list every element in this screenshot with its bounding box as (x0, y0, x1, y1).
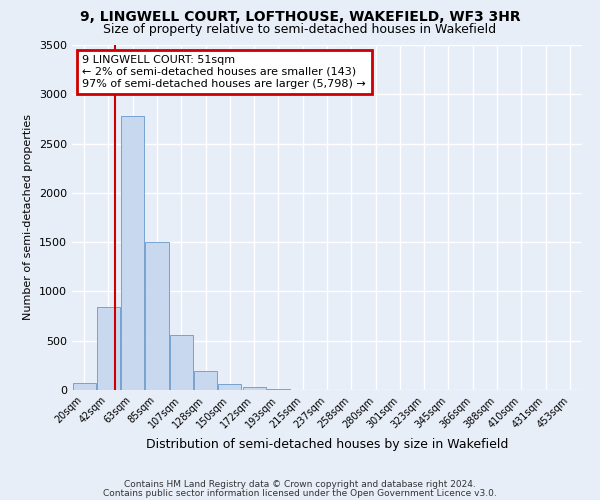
Bar (97, 307, 120, 390)
Bar (73, 383, 95, 390)
Bar (121, 116, 144, 390)
Text: Contains public sector information licensed under the Open Government Licence v3: Contains public sector information licen… (103, 488, 497, 498)
Bar (145, 242, 169, 390)
Bar (242, 387, 266, 390)
Text: 9 LINGWELL COURT: 51sqm
← 2% of semi-detached houses are smaller (143)
97% of se: 9 LINGWELL COURT: 51sqm ← 2% of semi-det… (82, 56, 366, 88)
Text: 9, LINGWELL COURT, LOFTHOUSE, WAKEFIELD, WF3 3HR: 9, LINGWELL COURT, LOFTHOUSE, WAKEFIELD,… (80, 10, 520, 24)
Bar (170, 335, 193, 390)
X-axis label: Distribution of semi-detached houses by size in Wakefield: Distribution of semi-detached houses by … (146, 438, 508, 451)
Text: Contains HM Land Registry data © Crown copyright and database right 2024.: Contains HM Land Registry data © Crown c… (124, 480, 476, 489)
Bar (267, 389, 290, 390)
Bar (194, 372, 217, 390)
Bar (218, 384, 241, 390)
Y-axis label: Number of semi-detached properties: Number of semi-detached properties (23, 114, 34, 320)
Text: Size of property relative to semi-detached houses in Wakefield: Size of property relative to semi-detach… (103, 22, 497, 36)
